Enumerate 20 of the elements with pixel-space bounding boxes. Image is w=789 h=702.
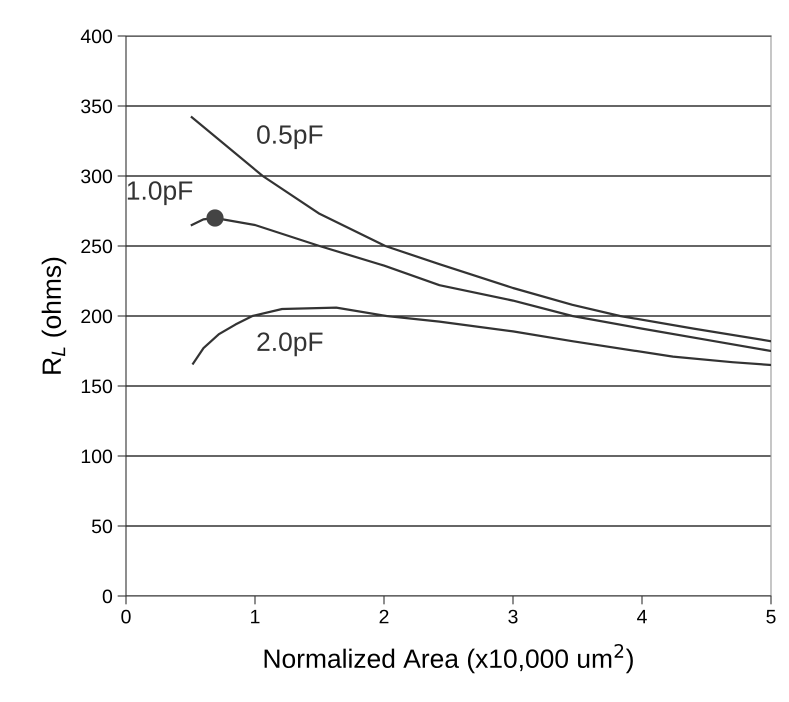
x-tick-label: 2 — [380, 610, 388, 624]
y-tick-label: 50 — [92, 519, 112, 534]
x-tick-label: 3 — [508, 610, 518, 624]
series-label: 0.5pF — [257, 125, 323, 150]
y-tick-label: 300 — [81, 169, 112, 184]
x-axis-title: Normalized Area (x10,000 um$^{2}$) — [264, 644, 633, 674]
y-tick-label: 150 — [82, 379, 112, 394]
series-label: 2.0pF — [257, 332, 323, 356]
y-tick-label: 100 — [82, 449, 112, 464]
y-tick-label: 0 — [102, 589, 112, 604]
x-tick-label: 0 — [121, 610, 131, 624]
series-label: 1.0pF — [128, 181, 192, 206]
y-tick-label: 250 — [81, 239, 112, 254]
x-tick-label: 4 — [637, 610, 647, 624]
y-tick-label: 350 — [81, 99, 112, 114]
y-axis-title: R$_{L}$ (ohms) — [42, 258, 66, 374]
x-tick-label: 5 — [766, 610, 776, 624]
y-tick-label: 200 — [81, 309, 112, 324]
y-tick-label: 400 — [80, 29, 112, 44]
x-tick-label: 1 — [251, 610, 260, 624]
